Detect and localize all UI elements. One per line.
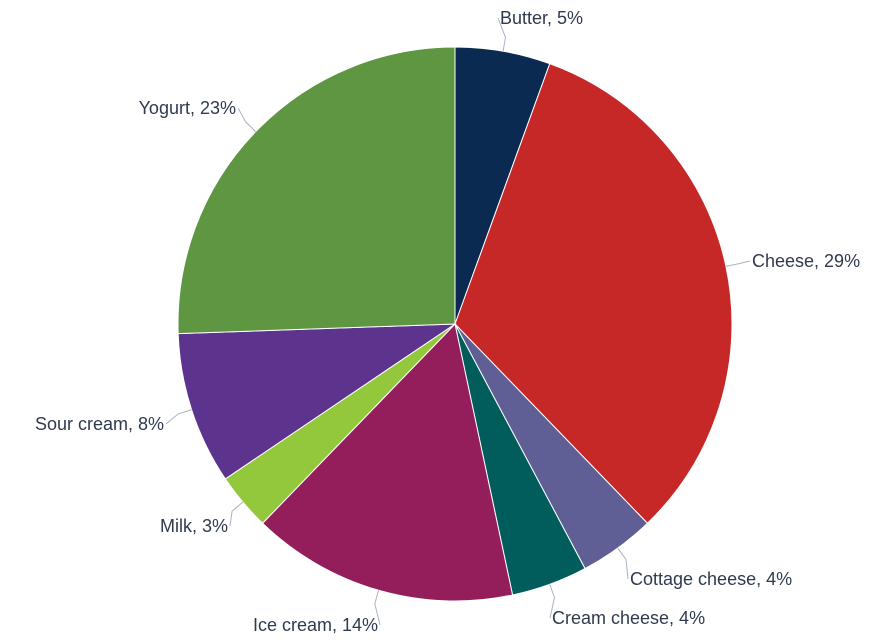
leader-line-cottage-cheese (617, 547, 629, 580)
leader-line-cheese (725, 260, 751, 267)
slice-yogurt (177, 46, 456, 335)
slice-label-cream-cheese: Cream cheese, 4% (552, 608, 705, 628)
leader-lines (165, 17, 751, 626)
slice-labels: Butter, 5% Cheese, 29% Cottage cheese, 4% C… (35, 8, 860, 635)
pie-slices (177, 46, 733, 602)
leader-line-cream-cheese (549, 584, 556, 619)
slice-cheese (454, 63, 733, 524)
slice-label-cottage-cheese: Cottage cheese, 4% (630, 569, 792, 589)
leader-line-milk (229, 501, 244, 527)
leader-line-sour-cream (165, 409, 192, 425)
slice-label-yogurt: Yogurt, 23% (139, 98, 236, 118)
slice-label-butter: Butter, 5% (500, 8, 583, 28)
leader-line-ice-cream (374, 590, 381, 626)
leader-line-yogurt (237, 107, 257, 132)
slice-label-cheese: Cheese, 29% (752, 251, 860, 271)
leader-line-butter (497, 17, 507, 52)
slice-label-ice-cream: Ice cream, 14% (253, 615, 378, 635)
slice-label-milk: Milk, 3% (160, 516, 228, 536)
slice-label-sour-cream: Sour cream, 8% (35, 414, 164, 434)
slice-ice-cream (261, 322, 514, 602)
